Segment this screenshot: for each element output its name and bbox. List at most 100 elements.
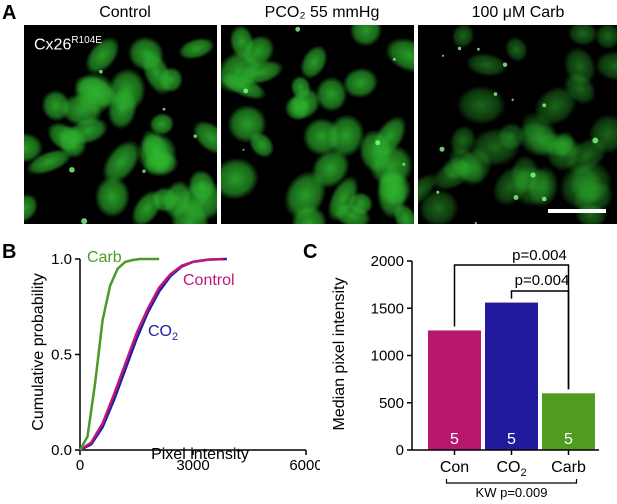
chart-c-bar-0 [428,330,481,450]
cell [559,164,604,210]
cell [456,85,506,125]
bright-puncta [142,169,146,173]
chart-c: 0 500 1000 1500 2000 5 Con 5 CO2 5 Carb p=0.004 p=0.… [331,247,599,500]
cell [47,122,82,153]
chart-c-comparison-label-1: p=0.004 [515,272,570,289]
micrograph-carb-canvas [418,25,617,224]
cell [448,146,486,184]
cell [342,67,379,99]
cell [300,45,328,80]
cell [594,25,617,50]
micrograph-carb [418,25,617,224]
cell [102,140,141,185]
cell [326,113,365,158]
bright-puncta [441,54,445,57]
cell [418,188,459,224]
chart-c-plot: 0 500 1000 1500 2000 5 Con 5 CO2 5 Carb p=0.004 p=0.… [371,247,599,500]
chart-b-y-tick-label: 0.0 [51,442,72,459]
image-title-control: Control [99,4,151,21]
micrograph-control: Cx26R104E [24,25,217,224]
cell [41,89,71,122]
bright-puncta [511,98,514,102]
chart-c-bar-1 [485,302,538,450]
bright-puncta [243,88,249,94]
cell [563,46,597,86]
cell [418,173,438,210]
cell [149,112,175,136]
cell [567,25,599,46]
cell [85,36,120,75]
chart-c-category-label: CO2 [496,459,526,479]
chart-b-xlabel: Pixel intensity [151,446,249,463]
chart-c-category-label: Carb [551,459,586,476]
cell [131,189,163,224]
cell [178,37,215,60]
micrograph-control-canvas [24,25,217,224]
bright-puncta [436,190,440,194]
chart-c-ylabel: Median pixel intensity [331,278,348,431]
cell [311,148,350,189]
cell [170,197,210,224]
bright-puncta [402,162,406,166]
chart-c-y-tick-label: 500 [379,395,404,412]
cell [465,52,508,77]
chart-c-y-tick-label: 1000 [371,348,404,365]
bright-puncta [513,195,519,200]
bright-puncta [392,58,396,61]
chart-b-x-tick-label: 3000 [176,457,209,474]
cell [136,132,178,174]
micrograph-pco2 [221,25,414,224]
cell [377,170,412,207]
bright-puncta [193,134,197,138]
cell [348,192,374,216]
chart-c-y-tick-label: 2000 [371,253,404,270]
chart-c-kw-label: KW p=0.009 [476,485,548,500]
bright-puncta [530,172,536,178]
bright-puncta [439,146,445,152]
bright-puncta [99,69,103,74]
chart-c-y-tick-label: 1500 [371,300,404,317]
bright-puncta [457,46,462,51]
cell [517,121,558,158]
bright-puncta [375,140,381,146]
chart-b-series-label-0: Carb [87,249,122,266]
chart-b-series-2 [79,257,224,452]
chart-c-category-label: Con [440,459,469,476]
bright-puncta [162,107,166,111]
chart-c-bar-2 [542,393,595,450]
panel-letter-a: A [2,2,17,24]
cell [371,115,407,159]
cell [94,175,131,218]
cell [289,87,321,120]
chart-b-y-tick-label: 0.5 [51,347,72,364]
bright-puncta [477,47,480,51]
bright-puncta [542,103,547,108]
cell [594,50,617,82]
cx26-label: Cx26R104E [34,35,102,54]
cell [221,72,267,100]
cell [26,148,73,175]
micrograph-pco2-canvas [221,25,414,224]
chart-b: 0.0 0.5 1.0 0 3000 6000 Carb CO2 Control Pixel i… [30,249,320,474]
chart-b-series-0 [78,257,160,451]
chart-b-y-tick-label: 1.0 [51,251,72,268]
chart-c-n-label: 5 [450,431,459,448]
chart-b-series-label-1: CO2 [148,323,178,343]
cell [451,25,475,49]
bright-puncta [474,221,477,224]
cell [141,49,172,96]
chart-b-series-label-2: Control [183,272,235,289]
bright-puncta [81,218,88,224]
cell [73,72,116,115]
image-title-carb: 100 μM Carb [471,4,565,21]
cell [349,25,383,47]
bright-puncta [242,148,245,151]
chart-c-n-label: 5 [564,431,573,448]
cell [393,203,414,224]
chart-b-ylabel: Cumulative probability [30,273,47,430]
cell [505,36,528,62]
chart-b-x-tick-label: 0 [76,457,84,474]
bright-puncta [541,196,547,202]
chart-c-kw-bracket [445,479,578,484]
cell [221,157,259,201]
